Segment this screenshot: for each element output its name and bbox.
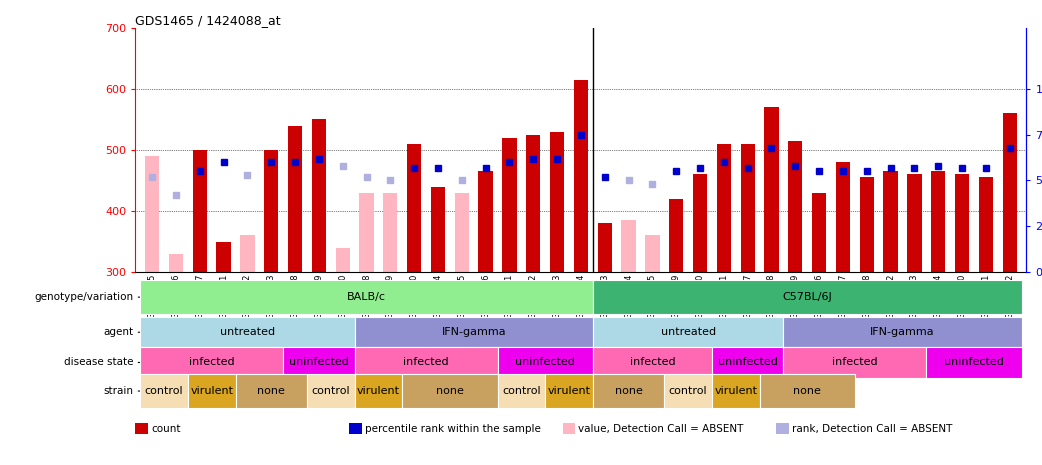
Text: genotype/variation: genotype/variation <box>34 292 133 302</box>
Text: uninfected: uninfected <box>944 358 1003 367</box>
Text: none: none <box>615 386 643 396</box>
Bar <box>836 162 850 272</box>
Bar <box>884 171 898 272</box>
Bar <box>812 193 826 272</box>
Text: none: none <box>793 386 821 396</box>
Bar <box>788 141 802 272</box>
Text: rank, Detection Call = ABSENT: rank, Detection Call = ABSENT <box>792 424 952 434</box>
Bar <box>264 150 278 272</box>
Text: uninfected: uninfected <box>718 358 777 367</box>
Bar <box>312 120 326 272</box>
Text: none: none <box>257 386 286 396</box>
Text: value, Detection Call = ABSENT: value, Detection Call = ABSENT <box>578 424 744 434</box>
Text: virulent: virulent <box>714 386 758 396</box>
Text: disease state: disease state <box>64 358 133 367</box>
Text: virulent: virulent <box>357 386 400 396</box>
Bar <box>741 144 754 272</box>
Text: virulent: virulent <box>191 386 233 396</box>
Text: infected: infected <box>629 358 675 367</box>
Text: agent: agent <box>103 327 133 337</box>
Text: IFN-gamma: IFN-gamma <box>870 327 935 337</box>
Bar <box>860 178 874 272</box>
Text: control: control <box>145 386 183 396</box>
Text: control: control <box>502 386 541 396</box>
Text: infected: infected <box>403 358 449 367</box>
Text: control: control <box>312 386 350 396</box>
Text: count: count <box>151 424 180 434</box>
Bar <box>550 132 564 272</box>
Bar <box>336 248 350 272</box>
Bar <box>454 193 469 272</box>
Bar <box>241 235 254 272</box>
Bar <box>217 241 230 272</box>
Bar <box>407 144 421 272</box>
Text: infected: infected <box>833 358 877 367</box>
Bar <box>765 107 778 272</box>
Bar <box>193 150 207 272</box>
Bar <box>288 126 302 272</box>
Bar <box>526 135 541 272</box>
Bar <box>574 80 588 272</box>
Text: IFN-gamma: IFN-gamma <box>442 327 506 337</box>
Bar <box>502 138 517 272</box>
Bar <box>717 144 731 272</box>
Bar <box>621 220 636 272</box>
Text: uninfected: uninfected <box>515 358 575 367</box>
Bar <box>169 254 183 272</box>
Text: none: none <box>436 386 464 396</box>
Text: control: control <box>669 386 708 396</box>
Bar <box>383 193 397 272</box>
Text: infected: infected <box>189 358 234 367</box>
Text: strain: strain <box>103 386 133 396</box>
Bar <box>478 171 493 272</box>
Bar <box>145 156 159 272</box>
Bar <box>954 174 969 272</box>
Bar <box>978 178 993 272</box>
Bar <box>1002 113 1017 272</box>
Text: uninfected: uninfected <box>289 358 349 367</box>
Text: virulent: virulent <box>547 386 591 396</box>
Bar <box>932 171 945 272</box>
Bar <box>598 223 612 272</box>
Text: C57BL/6J: C57BL/6J <box>783 292 833 302</box>
Bar <box>645 235 660 272</box>
Text: GDS1465 / 1424088_at: GDS1465 / 1424088_at <box>135 14 281 27</box>
Bar <box>693 174 708 272</box>
Text: untreated: untreated <box>220 327 275 337</box>
Bar <box>908 174 921 272</box>
Text: percentile rank within the sample: percentile rank within the sample <box>365 424 541 434</box>
Text: untreated: untreated <box>661 327 716 337</box>
Bar <box>669 199 684 272</box>
Bar <box>359 193 374 272</box>
Text: BALB/c: BALB/c <box>347 292 386 302</box>
Bar <box>430 186 445 272</box>
